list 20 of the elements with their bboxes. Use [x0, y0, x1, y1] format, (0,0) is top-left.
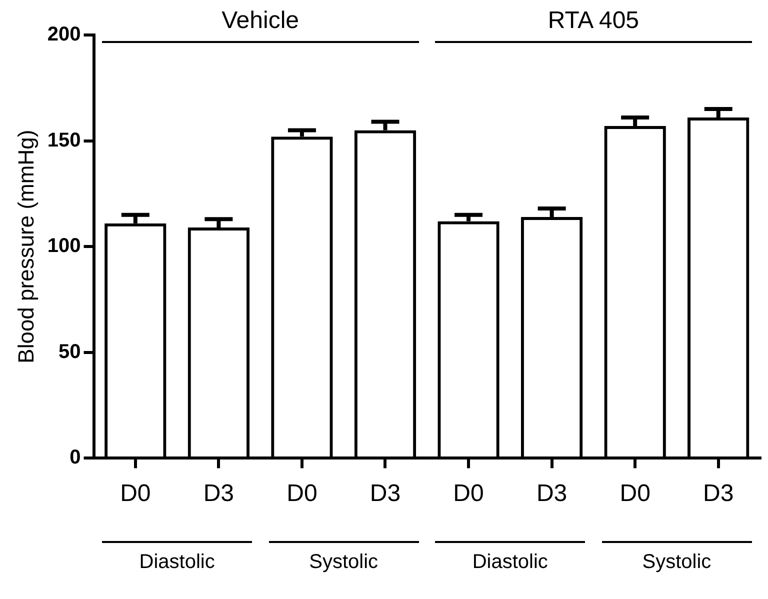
x-tick-label: D3	[536, 480, 568, 508]
x-tick-label: D3	[370, 480, 401, 508]
x-tick-label: D0	[453, 480, 484, 508]
text: RTA 405	[546, 7, 640, 35]
y-tick-label: 50	[58, 340, 81, 363]
text: Systolic	[641, 551, 712, 574]
y-tick-label: 150	[47, 129, 81, 152]
x-tick-label: D0	[286, 480, 318, 508]
text: Systolic	[308, 551, 380, 574]
x-tick-label: D0	[120, 480, 151, 508]
text: Diastolic	[471, 551, 549, 574]
y-axis-title: Blood pressure (mmHg)	[13, 130, 38, 364]
x-tick-label: D3	[203, 480, 234, 508]
x-tick-label: D0	[620, 480, 650, 508]
x-tick-label: D3	[703, 480, 734, 508]
y-tick-label: 0	[70, 446, 81, 469]
y-tick-label: 200	[47, 24, 81, 46]
text: Diastolic	[138, 551, 216, 574]
text: Vehicle	[220, 7, 300, 35]
y-tick-label: 100	[47, 235, 81, 258]
